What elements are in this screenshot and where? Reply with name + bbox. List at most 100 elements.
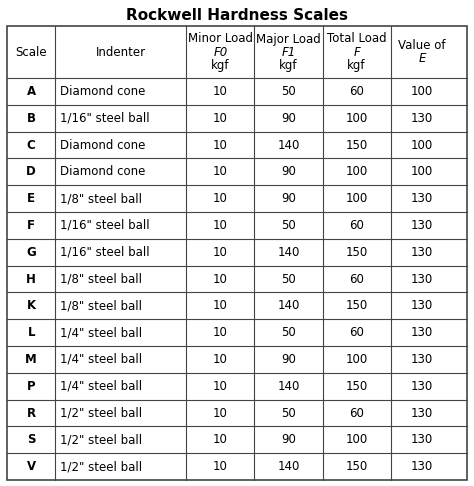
Text: 1/16" steel ball: 1/16" steel ball	[60, 246, 150, 259]
Text: 10: 10	[213, 112, 228, 125]
Text: 140: 140	[277, 380, 300, 393]
Text: 10: 10	[213, 139, 228, 152]
Text: Value of: Value of	[398, 39, 446, 52]
Text: M: M	[25, 353, 37, 366]
Text: 10: 10	[213, 353, 228, 366]
Text: 10: 10	[213, 434, 228, 446]
Text: E: E	[27, 192, 35, 205]
Text: D: D	[26, 165, 36, 178]
Text: F1: F1	[282, 46, 296, 58]
Text: 90: 90	[281, 112, 296, 125]
Text: 1/16" steel ball: 1/16" steel ball	[60, 112, 150, 125]
Text: 100: 100	[346, 112, 368, 125]
Text: 10: 10	[213, 326, 228, 339]
Text: 1/2" steel ball: 1/2" steel ball	[60, 434, 142, 446]
Text: 130: 130	[411, 406, 433, 419]
Text: 130: 130	[411, 353, 433, 366]
Text: 150: 150	[346, 380, 368, 393]
Text: F: F	[353, 46, 360, 58]
Text: C: C	[27, 139, 36, 152]
Text: 130: 130	[411, 246, 433, 259]
Text: Scale: Scale	[15, 46, 47, 58]
Text: 10: 10	[213, 165, 228, 178]
Text: 130: 130	[411, 112, 433, 125]
Text: 10: 10	[213, 460, 228, 473]
Text: 100: 100	[346, 165, 368, 178]
Text: 50: 50	[281, 85, 296, 98]
Text: 60: 60	[349, 326, 364, 339]
Text: 130: 130	[411, 273, 433, 285]
Text: V: V	[27, 460, 36, 473]
Text: K: K	[27, 299, 36, 312]
Text: 100: 100	[346, 192, 368, 205]
Text: 50: 50	[281, 326, 296, 339]
Text: 130: 130	[411, 219, 433, 232]
Text: 150: 150	[346, 139, 368, 152]
Text: 10: 10	[213, 273, 228, 285]
Text: 50: 50	[281, 273, 296, 285]
Text: 1/4" steel ball: 1/4" steel ball	[60, 380, 142, 393]
Text: 130: 130	[411, 380, 433, 393]
Text: 100: 100	[411, 165, 433, 178]
Text: 10: 10	[213, 246, 228, 259]
Text: 130: 130	[411, 434, 433, 446]
Text: 100: 100	[346, 434, 368, 446]
Text: 60: 60	[349, 273, 364, 285]
Text: 150: 150	[346, 460, 368, 473]
Text: 10: 10	[213, 299, 228, 312]
Text: 140: 140	[277, 139, 300, 152]
Text: 60: 60	[349, 85, 364, 98]
Text: 60: 60	[349, 406, 364, 419]
Text: 140: 140	[277, 246, 300, 259]
Text: 100: 100	[411, 139, 433, 152]
Text: H: H	[26, 273, 36, 285]
Text: 1/8" steel ball: 1/8" steel ball	[60, 273, 142, 285]
Text: Rockwell Hardness Scales: Rockwell Hardness Scales	[126, 8, 348, 23]
Text: 1/8" steel ball: 1/8" steel ball	[60, 299, 142, 312]
Text: kgf: kgf	[279, 58, 298, 71]
Text: 1/2" steel ball: 1/2" steel ball	[60, 406, 142, 419]
Text: S: S	[27, 434, 36, 446]
Text: 130: 130	[411, 326, 433, 339]
Text: 150: 150	[346, 246, 368, 259]
Text: 90: 90	[281, 192, 296, 205]
Text: 150: 150	[346, 299, 368, 312]
Text: Total Load: Total Load	[327, 33, 386, 46]
Text: 90: 90	[281, 434, 296, 446]
Text: 90: 90	[281, 165, 296, 178]
Text: R: R	[27, 406, 36, 419]
Text: 1/8" steel ball: 1/8" steel ball	[60, 192, 142, 205]
Text: 140: 140	[277, 299, 300, 312]
Text: Diamond cone: Diamond cone	[60, 165, 146, 178]
Text: 130: 130	[411, 192, 433, 205]
Text: 1/4" steel ball: 1/4" steel ball	[60, 326, 142, 339]
Text: P: P	[27, 380, 36, 393]
Text: F: F	[27, 219, 35, 232]
Text: 10: 10	[213, 219, 228, 232]
Text: F0: F0	[213, 46, 228, 58]
Text: kgf: kgf	[211, 58, 230, 71]
Text: kgf: kgf	[347, 58, 366, 71]
Text: Minor Load: Minor Load	[188, 33, 253, 46]
Text: Major Load: Major Load	[256, 33, 321, 46]
Text: 1/16" steel ball: 1/16" steel ball	[60, 219, 150, 232]
Text: G: G	[26, 246, 36, 259]
Text: L: L	[27, 326, 35, 339]
Text: 130: 130	[411, 460, 433, 473]
Text: 50: 50	[281, 219, 296, 232]
Text: 90: 90	[281, 353, 296, 366]
Text: 1/4" steel ball: 1/4" steel ball	[60, 353, 142, 366]
Text: 100: 100	[346, 353, 368, 366]
Text: 140: 140	[277, 460, 300, 473]
Text: 10: 10	[213, 380, 228, 393]
Text: B: B	[27, 112, 36, 125]
Text: 1/2" steel ball: 1/2" steel ball	[60, 460, 142, 473]
Text: Diamond cone: Diamond cone	[60, 85, 146, 98]
Text: 50: 50	[281, 406, 296, 419]
Text: 130: 130	[411, 299, 433, 312]
Text: 10: 10	[213, 85, 228, 98]
Text: 60: 60	[349, 219, 364, 232]
Text: A: A	[27, 85, 36, 98]
Text: 100: 100	[411, 85, 433, 98]
Text: E: E	[418, 52, 426, 65]
